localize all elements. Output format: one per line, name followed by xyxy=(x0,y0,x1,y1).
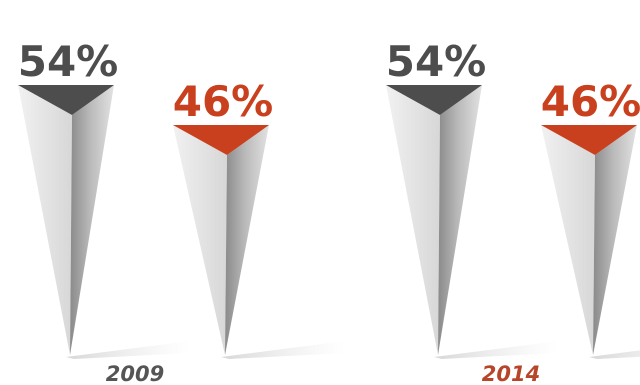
pyramid-bar-2009-2 xyxy=(173,125,345,359)
pyramid-bar-2014-1 xyxy=(386,85,558,359)
bar-left-face xyxy=(18,85,72,355)
year-label-2014: 2014 xyxy=(482,362,540,385)
value-label: 46% xyxy=(541,77,640,126)
bar-shadow xyxy=(434,341,558,359)
bar-top-face xyxy=(541,125,637,155)
value-label: 54% xyxy=(18,37,119,86)
bar-left-face xyxy=(541,125,595,355)
pyramid-bar-2014-2 xyxy=(541,125,640,359)
bar-right-face xyxy=(70,85,114,355)
bar-shadow xyxy=(589,350,640,359)
bar-left-face xyxy=(386,85,440,355)
bar-shadow xyxy=(221,341,345,359)
bar-top-face xyxy=(173,125,269,155)
bar-top-face xyxy=(386,85,482,115)
bar-top-face xyxy=(18,85,114,115)
year-label-2009: 2009 xyxy=(106,362,164,385)
value-label: 46% xyxy=(173,77,274,126)
pyramid-bar-2009-1 xyxy=(18,85,190,359)
bar-left-face xyxy=(173,125,227,355)
bar-shadow xyxy=(66,341,190,359)
bar-right-face xyxy=(225,125,269,355)
bar-right-face xyxy=(593,125,637,355)
value-label: 54% xyxy=(386,37,487,86)
bar-right-face xyxy=(438,85,482,355)
